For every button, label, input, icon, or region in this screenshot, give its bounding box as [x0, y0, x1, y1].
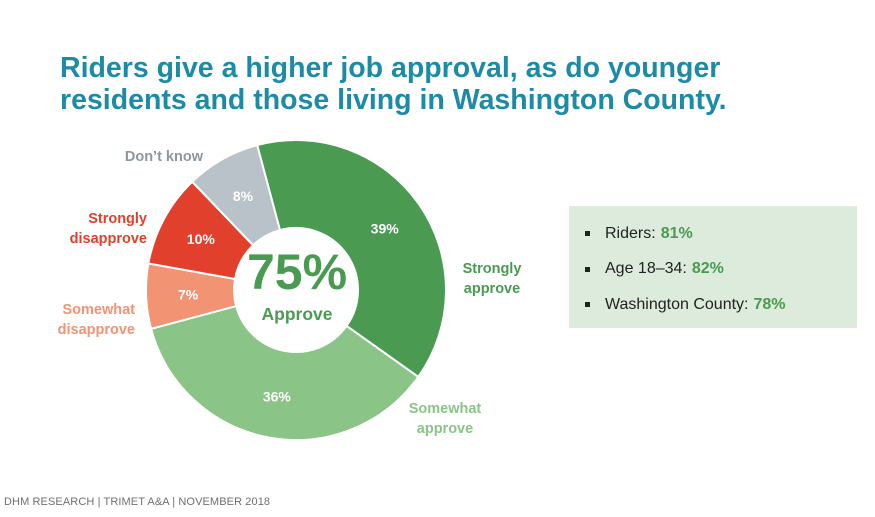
category-label-don-t-know: Don’t know [125, 149, 204, 165]
category-label-strongly-approve: Strongly approve [463, 261, 522, 297]
slice-value-label: 39% [371, 220, 400, 236]
stat-value: 82% [691, 260, 724, 278]
slice-somewhat-approve [149, 304, 420, 441]
footer-source: DHM RESEARCH | TRIMET A&A | NOVEMBER 201… [4, 496, 271, 508]
stat-value: 78% [753, 295, 786, 313]
stat-label: Riders: [605, 224, 656, 242]
donut-hole [235, 229, 357, 351]
category-label-somewhat-disapprove: Somewhat disapprove [58, 302, 136, 338]
slice-value-label: 36% [263, 388, 292, 404]
title-line-2: residents and those living in Washington… [60, 84, 727, 116]
slice-don-t-know [190, 143, 282, 247]
slice-strongly-approve [255, 139, 447, 379]
slice-value-label: 10% [187, 231, 216, 247]
center-value: 75% [247, 244, 347, 300]
bullet-icon [585, 302, 590, 308]
title-line-1: Riders give a higher job approval, as do… [60, 52, 721, 84]
center-label: Approve [262, 304, 333, 324]
slice-value-label: 8% [233, 188, 254, 204]
stat-row-age: Age 18–34: 82% [585, 252, 857, 288]
stat-label: Age 18–34: [605, 260, 687, 278]
stat-value: 81% [660, 224, 693, 242]
slice-value-label: 7% [178, 287, 199, 303]
category-label-strongly-disapprove: Strongly disapprove [70, 211, 147, 247]
stat-row-riders: Riders: 81% [585, 216, 857, 252]
stat-row-washington-county: Washington County: 78% [585, 287, 857, 323]
stat-label: Washington County: [605, 295, 749, 313]
page-title: Riders give a higher job approval, as do… [60, 52, 850, 116]
bullet-icon [585, 231, 590, 237]
category-label-somewhat-approve: Somewhat approve [409, 401, 482, 437]
subgroup-approval-box: Riders: 81% Age 18–34: 82% Washington Co… [569, 206, 857, 328]
bullet-icon [585, 266, 590, 272]
